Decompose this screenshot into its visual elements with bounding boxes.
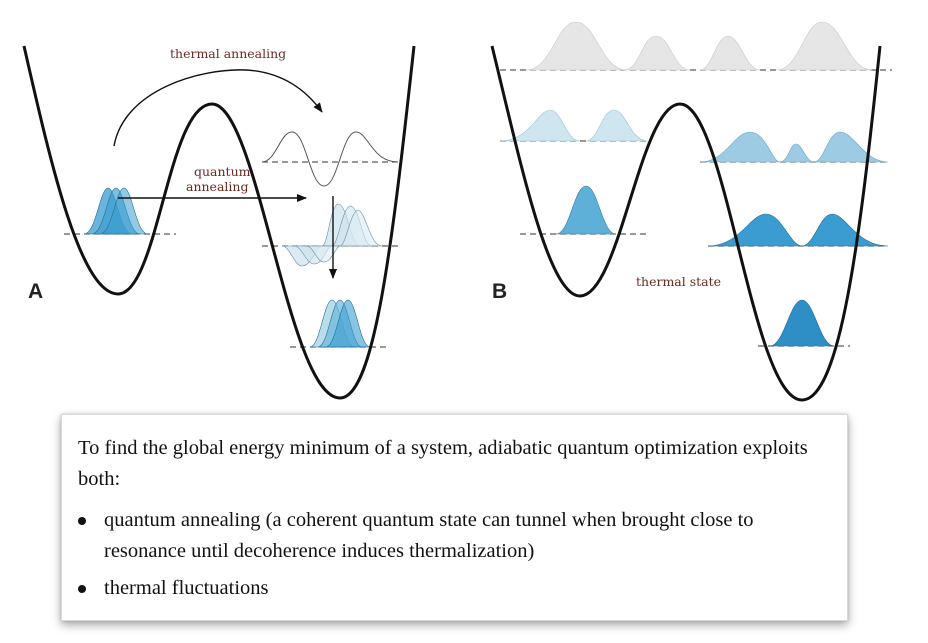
panel-b-letter: B — [492, 280, 507, 303]
bullet-item: quantum annealing (a coherent quantum st… — [78, 505, 829, 567]
right-well-wavepacket — [309, 299, 371, 348]
left-well-wavepacket — [83, 187, 149, 235]
double-well-figure: thermal annealing quantum annealing A — [22, 21, 892, 402]
bullet-icon — [78, 585, 86, 593]
thermal-state-label: thermal state — [636, 274, 721, 289]
light-wavepackets-left — [499, 109, 649, 142]
thermal-annealing-label: thermal annealing — [170, 46, 286, 61]
light-wavepackets-right — [699, 131, 889, 163]
panel-a-letter: A — [28, 280, 43, 303]
tunnelling-wave — [281, 203, 383, 267]
caption-box: To find the global energy minimum of a s… — [61, 414, 848, 621]
potential-curve-b — [490, 45, 882, 402]
right-level-state-b — [707, 213, 889, 247]
bullet-item: thermal fluctuations — [78, 573, 829, 604]
bullet-text: quantum annealing (a coherent quantum st… — [104, 509, 754, 562]
excited-wave-outline — [261, 131, 399, 187]
bullet-text: thermal fluctuations — [104, 577, 269, 599]
potential-curve-a — [22, 45, 416, 400]
energy-levels-b — [500, 69, 892, 347]
thermal-annealing-arrow — [113, 69, 323, 147]
left-well-state-b — [555, 185, 617, 235]
bullet-icon — [78, 517, 86, 525]
caption-bullet-list: quantum annealing (a coherent quantum st… — [78, 505, 829, 604]
panel-b: thermal state B — [490, 21, 892, 402]
thermal-state-wavepacket — [769, 299, 835, 347]
quantum-annealing-label-line2: annealing — [186, 179, 248, 194]
panel-a: thermal annealing quantum annealing A — [22, 45, 416, 400]
quantum-annealing-label-line1: quantum — [194, 164, 251, 179]
grey-wavepackets — [525, 21, 873, 71]
caption-intro: To find the global energy minimum of a s… — [78, 437, 808, 490]
